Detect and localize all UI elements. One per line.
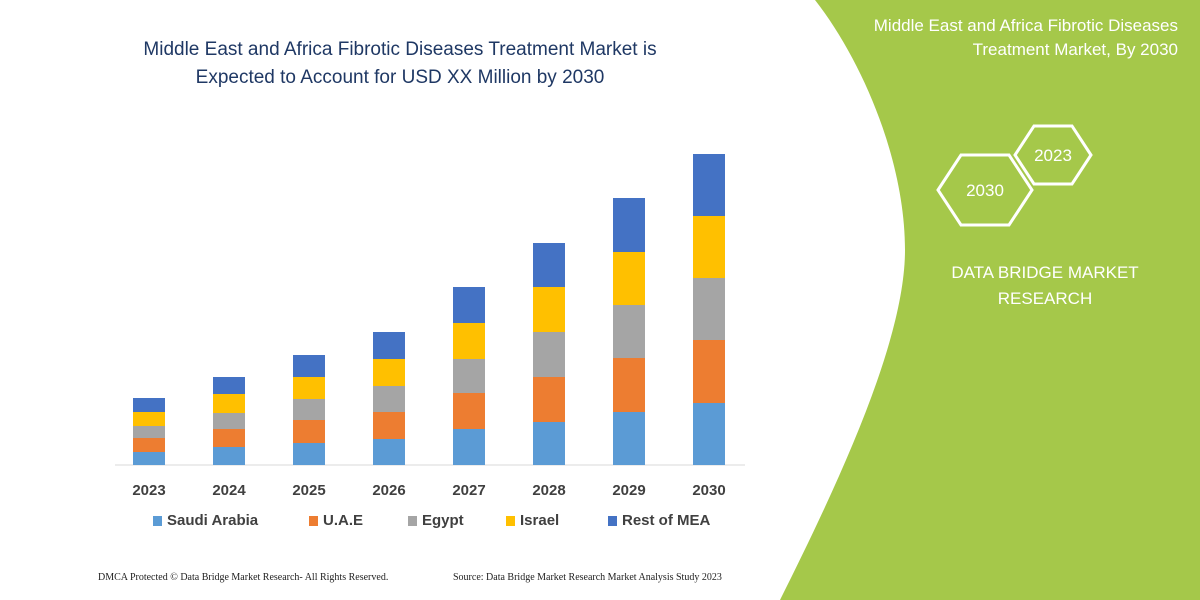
bar-segment-egypt-2029 <box>613 305 645 358</box>
bar-segment-rest-of-mea-2026 <box>373 332 405 359</box>
bar-segment-saudi-arabia-2026 <box>373 439 405 465</box>
legend-item-rest-of-mea: Rest of MEA <box>608 512 710 529</box>
bar-segment-rest-of-mea-2025 <box>293 355 325 377</box>
bar-segment-saudi-arabia-2023 <box>133 452 165 465</box>
bar-segment-u-a-e-2027 <box>453 393 485 429</box>
bar-segment-u-a-e-2028 <box>533 377 565 422</box>
chart-title-line2: Expected to Account for USD XX Million b… <box>195 67 605 88</box>
bar-segment-u-a-e-2029 <box>613 358 645 412</box>
bar-segment-israel-2028 <box>533 287 565 332</box>
brand-line2: RESEARCH <box>997 289 1093 308</box>
brand-line1: DATA BRIDGE MARKET <box>951 263 1139 282</box>
bar-segment-rest-of-mea-2027 <box>453 287 485 323</box>
bar-segment-rest-of-mea-2024 <box>213 377 245 394</box>
panel-title-line2: Treatment Market, By 2030 <box>972 40 1178 59</box>
bar-segment-egypt-2026 <box>373 386 405 412</box>
bar-segment-u-a-e-2030 <box>693 340 725 403</box>
x-tick-label: 2024 <box>212 482 246 499</box>
legend-item-saudi-arabia: Saudi Arabia <box>153 512 258 529</box>
legend-swatch <box>153 515 162 526</box>
bar-segment-saudi-arabia-2027 <box>453 429 485 465</box>
bar-segment-u-a-e-2026 <box>373 412 405 439</box>
bar-segment-rest-of-mea-2029 <box>613 198 645 252</box>
legend-label: Saudi Arabia <box>167 512 259 529</box>
legend-label: U.A.E <box>323 512 364 529</box>
legend-label: Rest of MEA <box>622 512 711 529</box>
bar-segment-rest-of-mea-2028 <box>533 243 565 287</box>
footer-copyright: DMCA Protected © Data Bridge Market Rese… <box>98 572 389 583</box>
chart-title-line1: Middle East and Africa Fibrotic Diseases… <box>143 39 657 60</box>
bar-segment-u-a-e-2024 <box>213 429 245 447</box>
x-tick-label: 2026 <box>372 482 405 499</box>
bar-segment-israel-2024 <box>213 394 245 413</box>
hexagon-2030-label: 2030 <box>966 181 1004 200</box>
bar-segment-u-a-e-2023 <box>133 438 165 452</box>
bar-segment-saudi-arabia-2024 <box>213 447 245 465</box>
bar-segment-egypt-2027 <box>453 359 485 393</box>
bar-segment-saudi-arabia-2029 <box>613 412 645 465</box>
hexagon-2023 <box>1013 124 1093 186</box>
legend-label: Israel <box>520 512 560 529</box>
legend-label: Egypt <box>422 512 464 529</box>
bar-segment-saudi-arabia-2028 <box>533 422 565 465</box>
bar-segment-egypt-2023 <box>133 426 165 438</box>
panel-title-line1: Middle East and Africa Fibrotic Diseases <box>873 16 1178 35</box>
x-tick-label: 2029 <box>612 482 645 499</box>
bar-segment-rest-of-mea-2030 <box>693 154 725 216</box>
legend-swatch <box>408 515 417 526</box>
footer-source: Source: Data Bridge Market Research Mark… <box>453 572 722 583</box>
legend-swatch <box>309 515 318 526</box>
legend-item-uae: U.A.E <box>309 512 363 529</box>
x-tick-label: 2030 <box>692 482 725 499</box>
x-tick-label: 2023 <box>132 482 165 499</box>
bar-segment-israel-2025 <box>293 377 325 399</box>
bar-segment-israel-2026 <box>373 359 405 386</box>
hexagon-2030 <box>936 153 1034 227</box>
brand-name: DATA BRIDGE MARKET RESEARCH <box>920 260 1170 312</box>
x-tick-label: 2028 <box>532 482 565 499</box>
x-tick-label: 2025 <box>292 482 325 499</box>
chart-title: Middle East and Africa Fibrotic Diseases… <box>100 36 700 92</box>
bar-segment-rest-of-mea-2023 <box>133 398 165 412</box>
bar-segment-israel-2023 <box>133 412 165 426</box>
legend-item-egypt: Egypt <box>408 512 464 529</box>
stacked-bar-chart: 2023 2024 2025 2026 2027 2028 2029 2030 <box>115 154 745 499</box>
bar-segment-u-a-e-2025 <box>293 420 325 443</box>
bar-segment-israel-2027 <box>453 323 485 359</box>
bar-segment-saudi-arabia-2025 <box>293 443 325 465</box>
x-tick-label: 2027 <box>452 482 485 499</box>
legend-swatch <box>506 515 515 526</box>
legend-item-israel: Israel <box>506 512 559 529</box>
bar-segment-egypt-2024 <box>213 413 245 429</box>
hexagon-2023-label: 2023 <box>1034 146 1072 165</box>
bar-segment-egypt-2028 <box>533 332 565 377</box>
legend-swatch <box>608 515 617 526</box>
bar-segment-saudi-arabia-2030 <box>693 403 725 465</box>
bar-segment-egypt-2030 <box>693 278 725 340</box>
green-panel <box>780 0 1200 600</box>
bar-segment-egypt-2025 <box>293 399 325 420</box>
panel-title: Middle East and Africa Fibrotic Diseases… <box>778 14 1178 62</box>
bar-segment-israel-2030 <box>693 216 725 278</box>
bar-segment-israel-2029 <box>613 252 645 305</box>
